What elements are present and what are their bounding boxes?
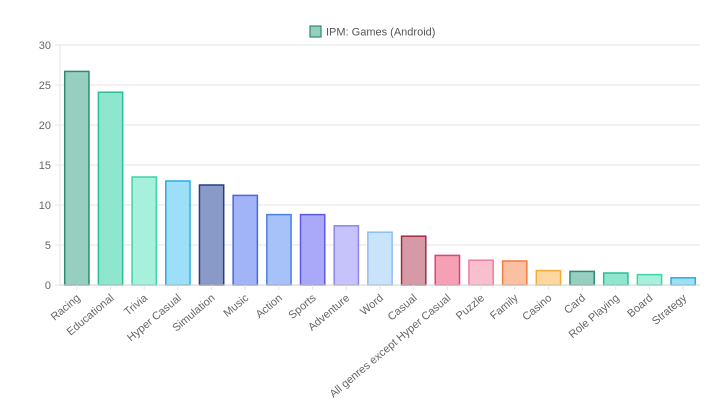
- bar-puzzle[interactable]: [468, 259, 494, 286]
- x-tick-label: Puzzle: [454, 292, 487, 322]
- x-tick-label: Action: [254, 292, 285, 321]
- y-tick-label: 25: [39, 80, 51, 92]
- x-tick-label: Card: [562, 292, 588, 317]
- bar-role-playing[interactable]: [602, 272, 629, 286]
- y-tick-label: 15: [39, 160, 51, 172]
- bar-all-genres-except-hyper-casual[interactable]: [434, 254, 461, 286]
- bar-hyper-casual[interactable]: [165, 180, 191, 286]
- x-tick-label: Music: [221, 292, 251, 320]
- bar-family[interactable]: [501, 260, 528, 286]
- x-tick-label: Board: [625, 292, 655, 320]
- bar-trivia[interactable]: [131, 176, 158, 286]
- bar-word[interactable]: [367, 231, 393, 286]
- bar-music[interactable]: [232, 194, 259, 286]
- legend-label: IPM: Games (Android): [326, 27, 435, 39]
- x-tick-label: Word: [358, 292, 386, 318]
- bars: [63, 70, 697, 286]
- y-axis: 0 5 10 15 20 25 30: [39, 40, 61, 292]
- x-tick-label: Strategy: [650, 292, 689, 328]
- bar-simulation[interactable]: [198, 184, 225, 286]
- bar-action[interactable]: [266, 213, 292, 286]
- x-tick-label: Casino: [520, 292, 554, 323]
- y-tick-label: 20: [39, 120, 51, 132]
- bar-educational[interactable]: [97, 91, 124, 286]
- bar-casino[interactable]: [535, 269, 562, 286]
- legend-swatch: [309, 25, 322, 38]
- bar-card[interactable]: [569, 270, 595, 286]
- x-tick-label: Family: [488, 292, 521, 322]
- bar-strategy[interactable]: [670, 277, 697, 286]
- x-tick-label: Trivia: [122, 292, 151, 319]
- y-tick-label: 30: [39, 40, 51, 52]
- x-tick-label: All genres except Hyper Casual: [328, 292, 454, 400]
- y-tick-label: 10: [39, 200, 51, 212]
- legend[interactable]: IPM: Games (Android): [309, 25, 435, 39]
- bar-racing[interactable]: [63, 70, 90, 286]
- bar-casual[interactable]: [400, 235, 427, 286]
- y-tick-label: 5: [45, 240, 51, 252]
- y-tick-label: 0: [45, 280, 51, 292]
- bar-sports[interactable]: [299, 213, 326, 286]
- bar-board[interactable]: [636, 273, 663, 286]
- bar-adventure[interactable]: [333, 225, 360, 286]
